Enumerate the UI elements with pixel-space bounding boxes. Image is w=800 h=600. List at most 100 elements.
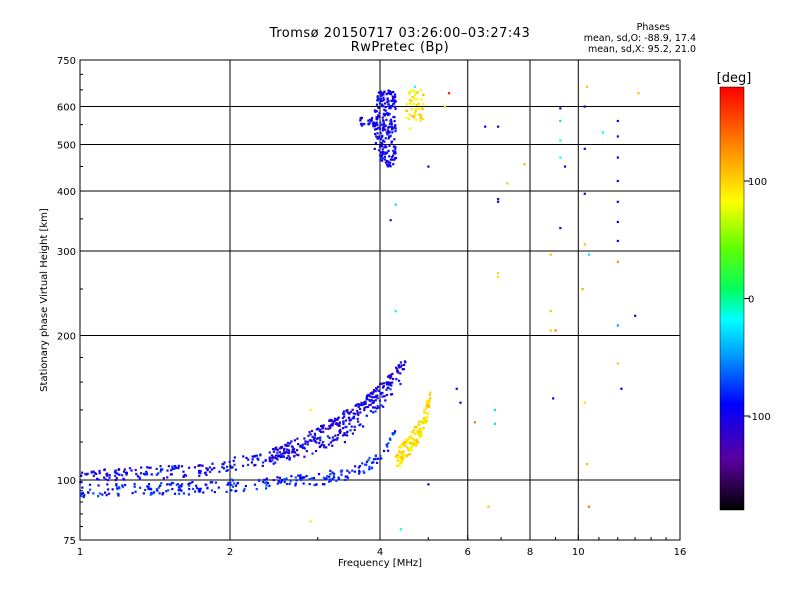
echo-point bbox=[339, 470, 343, 473]
echo-point bbox=[559, 227, 562, 230]
y-axis-label: Stationary phase Virtual Height [km] bbox=[39, 208, 50, 392]
echo-point bbox=[285, 456, 288, 460]
echo-point bbox=[389, 393, 393, 396]
echo-point bbox=[177, 464, 180, 467]
echo-point bbox=[376, 397, 379, 400]
echo-point bbox=[331, 444, 334, 447]
echo-point bbox=[447, 92, 451, 95]
echo-point bbox=[332, 472, 336, 475]
echo-point bbox=[415, 438, 418, 441]
echo-point bbox=[392, 149, 395, 152]
echo-point bbox=[233, 463, 236, 466]
echo-point bbox=[344, 475, 347, 478]
echo-point bbox=[394, 203, 397, 206]
echo-point bbox=[459, 401, 462, 404]
echo-point bbox=[390, 125, 393, 129]
echo-point bbox=[399, 459, 402, 462]
echo-point bbox=[287, 444, 290, 447]
echo-point bbox=[405, 438, 408, 441]
echo-point bbox=[410, 441, 413, 444]
echo-point bbox=[325, 446, 328, 449]
echo-point bbox=[387, 383, 390, 386]
echo-point bbox=[293, 451, 296, 454]
echo-point bbox=[387, 132, 390, 135]
echo-point bbox=[359, 411, 362, 414]
echo-point bbox=[393, 150, 396, 154]
echo-point bbox=[288, 482, 291, 485]
echo-point bbox=[409, 102, 412, 105]
echo-point bbox=[218, 470, 221, 473]
echo-point bbox=[343, 415, 346, 418]
echo-point bbox=[271, 459, 274, 462]
echo-point bbox=[411, 115, 414, 118]
echo-point bbox=[372, 461, 375, 464]
echo-point bbox=[348, 471, 351, 474]
echo-point bbox=[242, 455, 245, 458]
echo-point bbox=[311, 476, 314, 480]
echo-point bbox=[394, 145, 397, 148]
echo-point bbox=[188, 487, 191, 491]
echo-point bbox=[278, 481, 281, 484]
echo-point bbox=[365, 460, 369, 463]
echo-point bbox=[400, 364, 403, 367]
echo-point bbox=[357, 403, 360, 406]
echo-point bbox=[390, 121, 393, 124]
echo-point bbox=[253, 464, 256, 467]
echo-point bbox=[389, 119, 392, 123]
echo-point bbox=[422, 420, 425, 423]
echo-point bbox=[155, 473, 158, 476]
echo-point bbox=[374, 455, 377, 458]
echo-point bbox=[354, 465, 357, 468]
echo-point bbox=[379, 144, 382, 148]
echo-point bbox=[322, 430, 325, 434]
echo-point bbox=[379, 158, 382, 161]
echo-point bbox=[408, 91, 411, 94]
echo-point bbox=[337, 416, 340, 419]
axis-ticks: 1 2 4 6 8 10 16 75 100 200 300 400 500 600 750 bbox=[57, 56, 686, 558]
echo-point bbox=[412, 89, 415, 92]
echo-point bbox=[385, 159, 388, 163]
echo-point bbox=[346, 411, 350, 414]
echo-point bbox=[360, 123, 364, 127]
echo-point bbox=[302, 482, 305, 485]
x-tick-label: 6 bbox=[465, 547, 471, 558]
echo-point bbox=[189, 482, 192, 485]
echo-point bbox=[171, 487, 174, 491]
echo-point bbox=[374, 109, 378, 113]
echo-point bbox=[162, 477, 165, 480]
echo-point bbox=[390, 105, 393, 108]
echo-point bbox=[413, 85, 417, 88]
echo-point bbox=[352, 412, 355, 415]
echo-point bbox=[169, 483, 173, 486]
echo-point bbox=[293, 439, 297, 442]
echo-point bbox=[374, 141, 377, 145]
echo-point bbox=[387, 100, 390, 103]
chart-title: Tromsø 20150717 03:26:00–03:27:43 bbox=[269, 26, 531, 41]
echo-point bbox=[150, 473, 153, 476]
echo-point bbox=[369, 392, 372, 395]
echo-point bbox=[291, 448, 294, 451]
colorbar-ticks: 100 0 -100 bbox=[744, 177, 771, 423]
echo-point bbox=[230, 478, 234, 481]
echo-point bbox=[323, 446, 326, 449]
echo-point bbox=[411, 437, 414, 441]
echo-point bbox=[115, 483, 118, 486]
echo-point bbox=[205, 473, 208, 477]
echo-point bbox=[395, 464, 399, 468]
echo-point bbox=[401, 443, 404, 446]
echo-point bbox=[563, 165, 567, 168]
echo-point bbox=[122, 477, 125, 480]
echo-point bbox=[426, 405, 430, 408]
echo-point bbox=[374, 399, 377, 402]
echo-point bbox=[369, 403, 372, 406]
echo-point bbox=[425, 419, 428, 422]
echo-point bbox=[315, 483, 318, 486]
echo-point bbox=[362, 470, 365, 473]
echo-point bbox=[80, 480, 83, 484]
echo-point bbox=[394, 455, 397, 458]
echo-point bbox=[415, 444, 418, 447]
echo-point bbox=[377, 115, 380, 118]
echo-point bbox=[230, 484, 233, 487]
echo-point bbox=[381, 139, 385, 142]
echo-point bbox=[383, 155, 387, 158]
